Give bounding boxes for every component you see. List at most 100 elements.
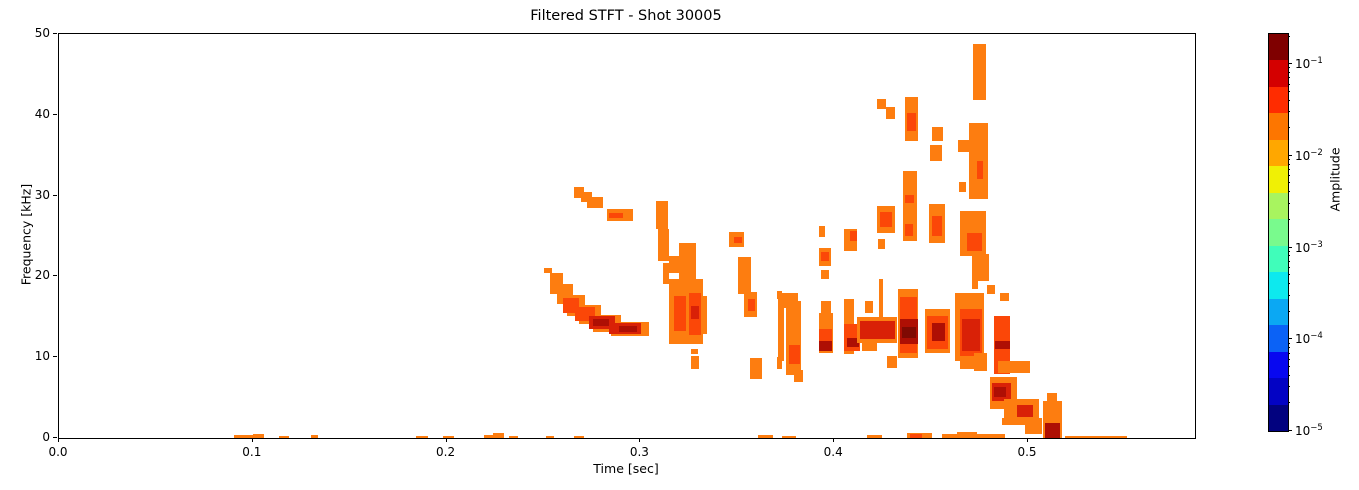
- spectrogram-blob: [748, 299, 756, 312]
- spectrogram-blob: [691, 349, 699, 354]
- colorbar-minor-tick: [1288, 386, 1290, 388]
- spectrogram-blob: [656, 201, 669, 229]
- y-tick: [53, 275, 57, 277]
- colorbar-minor-tick: [1288, 127, 1290, 129]
- spectrogram-blob: [929, 144, 942, 161]
- spectrogram-blob: [679, 243, 697, 279]
- spectrogram-blob: [509, 435, 519, 438]
- spectrogram-blob: [879, 211, 892, 228]
- spectrogram-blob: [909, 434, 922, 438]
- spectrogram-blob: [781, 435, 797, 438]
- spectrogram-blob: [778, 307, 785, 362]
- spectrogram-blob: [976, 160, 983, 179]
- spectrogram-blob: [1065, 436, 1127, 438]
- y-tick: [53, 33, 57, 34]
- spectrogram-blob: [233, 435, 263, 438]
- spectrogram-blob: [416, 435, 428, 438]
- spectrogram-blob: [885, 106, 895, 119]
- spectrogram-blob: [866, 435, 882, 438]
- spectrogram-blob: [958, 181, 966, 193]
- colorbar-minor-tick: [1288, 163, 1290, 165]
- colorbar-tick-label: 10−3: [1295, 239, 1323, 255]
- colorbar-minor-tick: [1288, 250, 1290, 252]
- colorbar-minor-tick: [1288, 352, 1290, 354]
- colorbar-tick-label: 10−5: [1295, 423, 1323, 438]
- spectrogram-blob: [493, 433, 504, 438]
- colorbar-minor-tick: [1288, 402, 1290, 404]
- colorbar-band: [1269, 192, 1288, 220]
- colorbar-minor-tick: [1288, 202, 1290, 204]
- spectrogram-blob: [546, 435, 555, 438]
- x-tick-label: 0.0: [48, 445, 68, 459]
- colorbar-minor-tick: [1288, 255, 1290, 257]
- colorbar-minor-tick: [1288, 218, 1290, 220]
- colorbar-band: [1269, 113, 1288, 140]
- y-tick-label: 30: [34, 187, 50, 202]
- spectrogram-blob: [609, 213, 624, 219]
- spectrogram-blob: [1044, 422, 1060, 438]
- spectrogram-blob: [1024, 417, 1042, 434]
- colorbar-band: [1269, 34, 1288, 61]
- colorbar-label: Amplitude: [1327, 147, 1343, 212]
- spectrogram-blob: [794, 370, 804, 383]
- colorbar-major-tick: [1288, 246, 1292, 248]
- colorbar-band: [1269, 351, 1288, 379]
- spectrogram-blob: [878, 278, 883, 320]
- spectrogram-blob: [734, 236, 743, 244]
- colorbar-minor-tick: [1288, 83, 1290, 85]
- y-tick: [53, 437, 57, 438]
- spectrogram-blob: [252, 433, 264, 438]
- spectrogram-blob: [931, 126, 943, 141]
- spectrogram-blob: [961, 319, 980, 351]
- spectrogram-blob: [904, 194, 914, 203]
- spectrogram-blob: [310, 435, 318, 438]
- y-tick-label: 10: [34, 349, 50, 364]
- spectrogram-blob: [1016, 404, 1033, 417]
- spectrogram-blob: [966, 232, 982, 252]
- spectrogram-blob: [931, 215, 942, 236]
- x-tick: [1027, 438, 1028, 442]
- colorbar-minor-tick: [1288, 67, 1290, 69]
- colorbar-major-tick: [1288, 154, 1292, 156]
- colorbar-band: [1269, 325, 1288, 352]
- spectrogram-blob: [877, 239, 886, 249]
- spectrogram-blob: [971, 253, 989, 282]
- colorbar-major-tick: [1288, 338, 1292, 340]
- spectrogram-blob: [663, 262, 670, 284]
- y-tick-label: 40: [34, 106, 50, 121]
- colorbar-minor-tick: [1288, 35, 1290, 37]
- spectrogram-blob: [959, 356, 974, 370]
- spectrogram-blob: [691, 306, 700, 320]
- colorbar-minor-tick: [1288, 191, 1290, 193]
- spectrogram-blob: [691, 356, 700, 370]
- spectrogram-blob: [818, 226, 825, 237]
- spectrogram-blob: [581, 192, 593, 203]
- x-tick-label: 0.4: [823, 445, 843, 459]
- colorbar-band: [1269, 166, 1288, 193]
- colorbar-minor-tick: [1288, 347, 1290, 349]
- spectrogram-blob: [619, 325, 638, 333]
- colorbar-minor-tick: [1288, 159, 1290, 160]
- x-tick: [445, 438, 447, 442]
- colorbar-tick-label: 10−1: [1295, 56, 1323, 72]
- spectrogram-blob: [864, 300, 874, 313]
- spectrogram-blob: [442, 435, 454, 438]
- y-tick: [53, 356, 57, 358]
- spectrogram-blob: [574, 186, 585, 198]
- colorbar-band: [1269, 86, 1288, 114]
- spectrogram-blob: [821, 269, 830, 279]
- colorbar-minor-tick: [1288, 266, 1290, 268]
- spectrogram-blob: [777, 357, 783, 370]
- spectrogram-blob: [674, 295, 687, 332]
- spectrogram-blob: [750, 358, 763, 379]
- colorbar-minor-tick: [1288, 260, 1290, 262]
- spectrogram-blob: [859, 320, 895, 339]
- spectrogram-blob: [789, 345, 801, 364]
- colorbar-major-tick: [1288, 63, 1292, 65]
- x-tick-label: 0.1: [242, 445, 262, 459]
- spectrogram-blob: [997, 361, 1030, 374]
- colorbar-minor-tick: [1288, 294, 1290, 296]
- spectrogram-blob: [876, 98, 886, 110]
- spectrogram-blob: [701, 295, 708, 334]
- colorbar-band: [1269, 60, 1288, 87]
